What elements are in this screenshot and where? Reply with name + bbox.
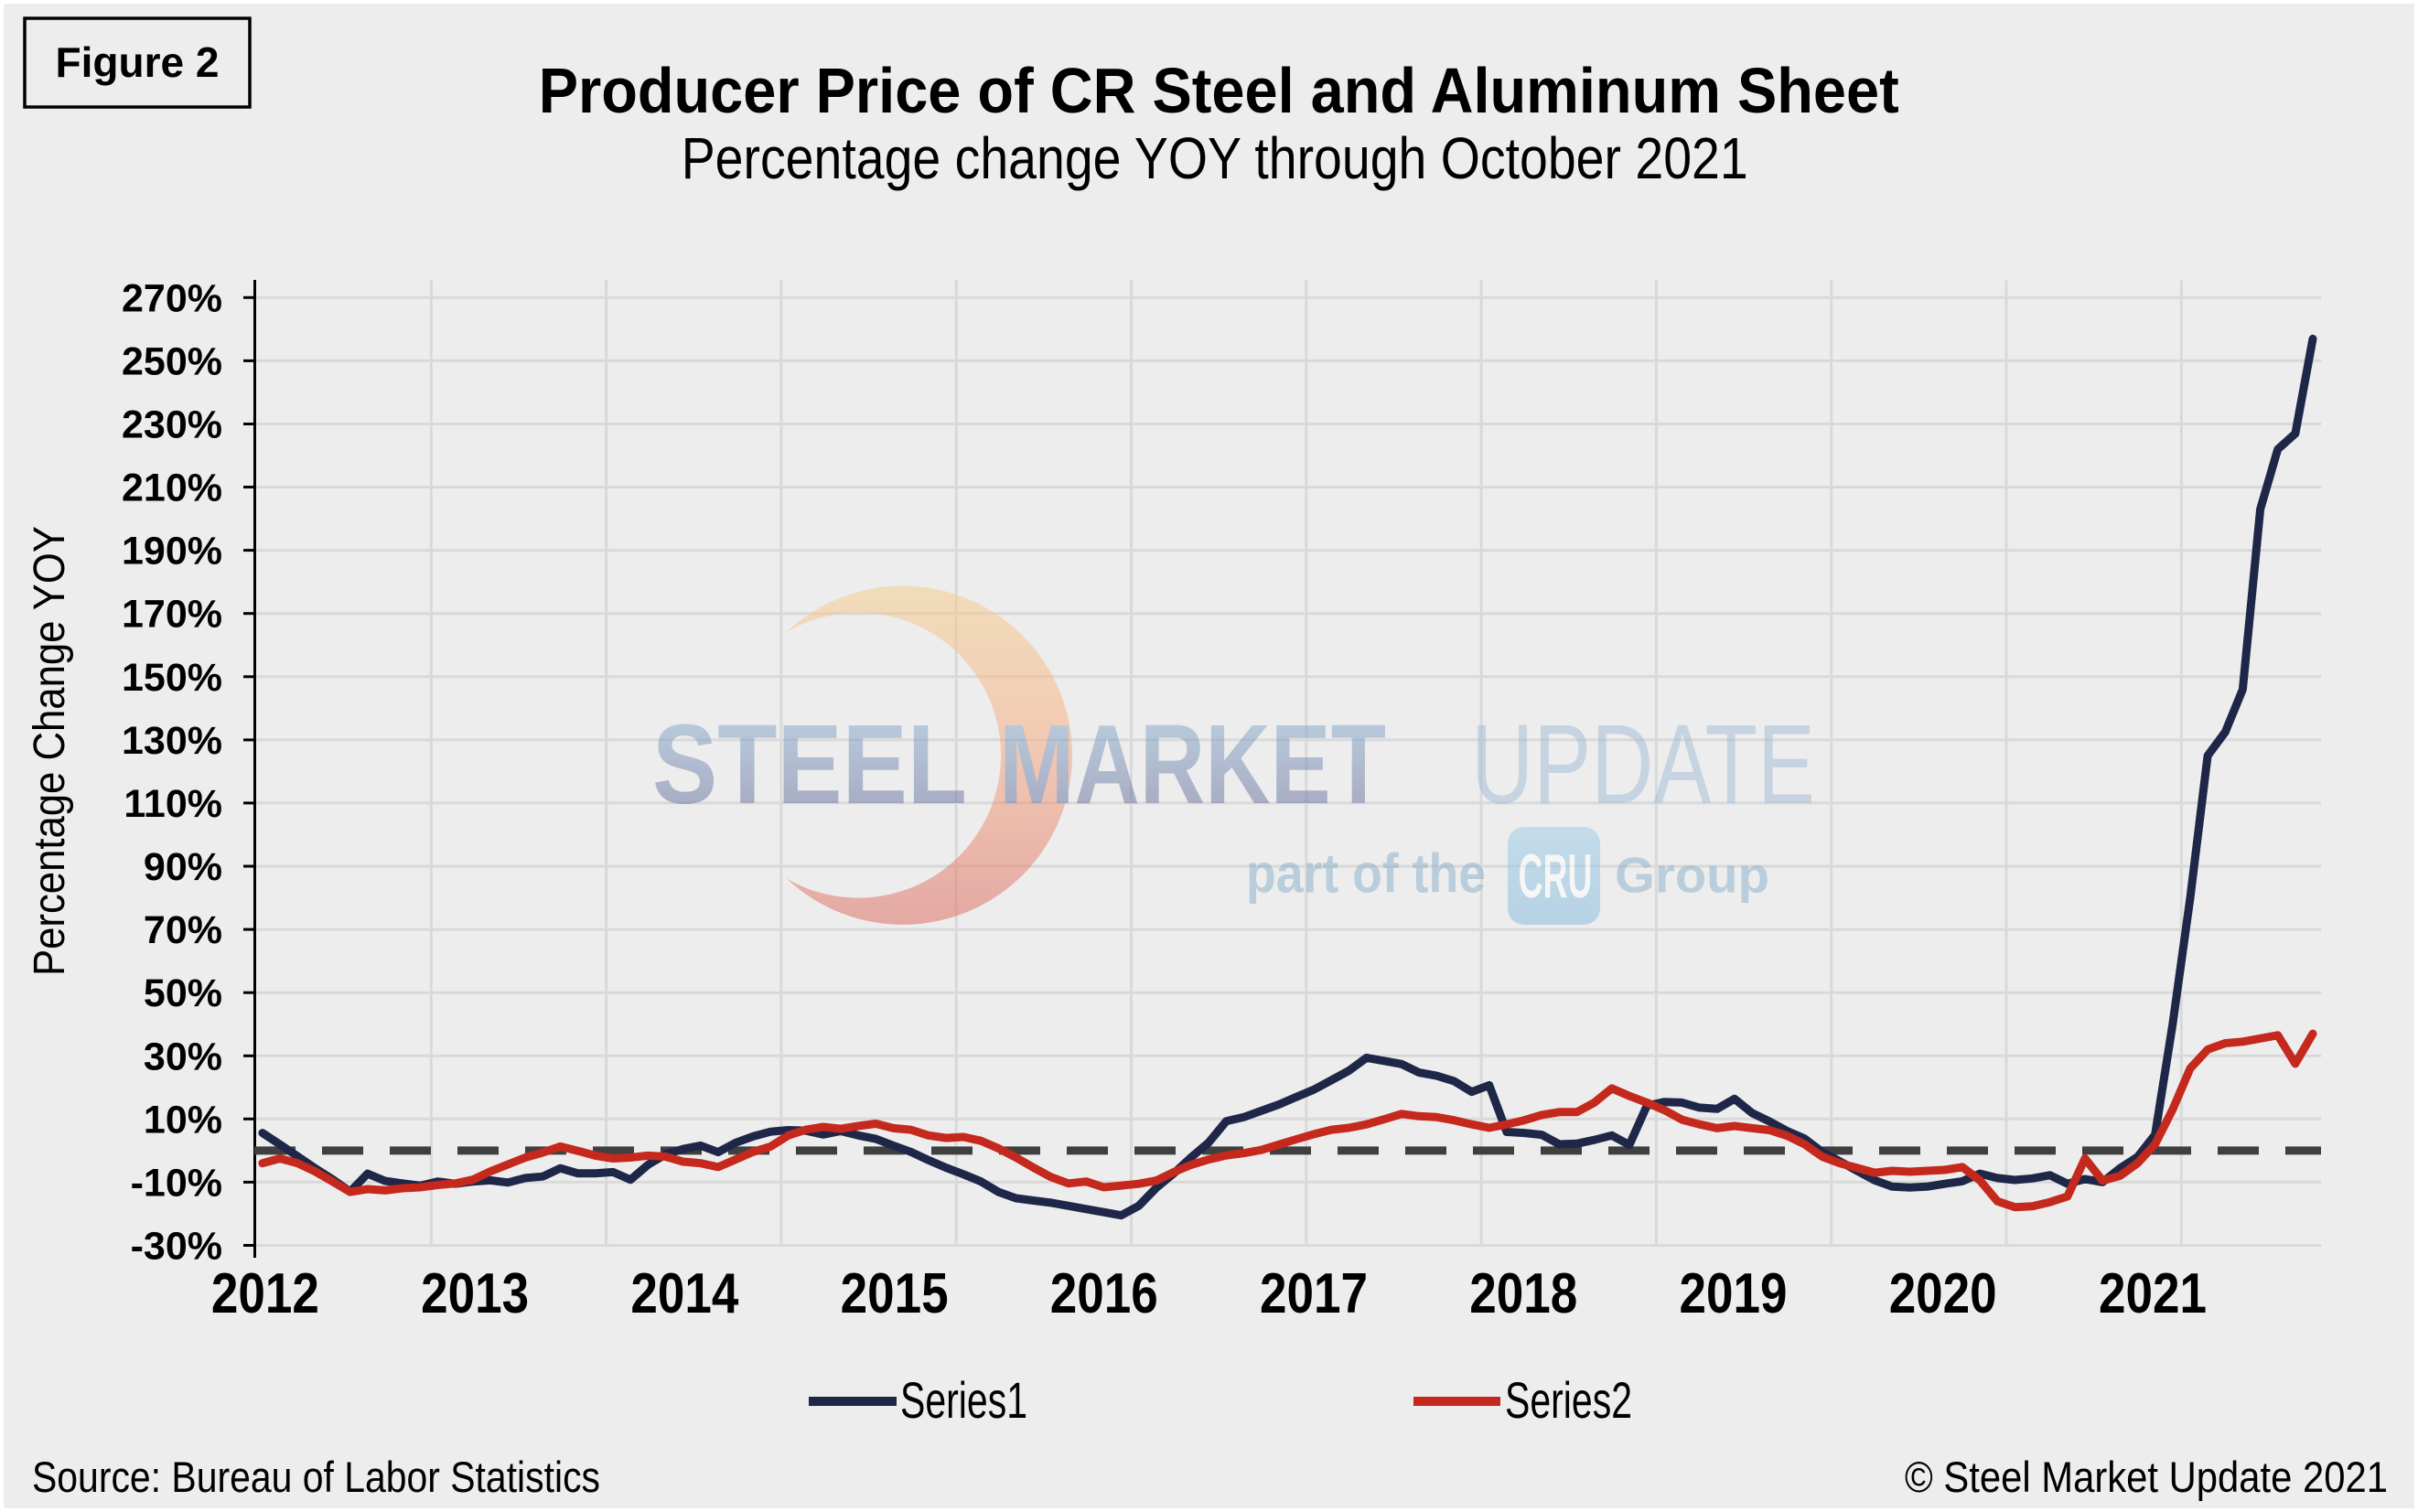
svg-text:250%: 250% bbox=[122, 339, 222, 383]
svg-text:190%: 190% bbox=[122, 530, 222, 574]
svg-text:2016: 2016 bbox=[1050, 1262, 1158, 1325]
svg-text:Percentage Change YOY: Percentage Change YOY bbox=[26, 526, 74, 976]
svg-text:2021: 2021 bbox=[2099, 1262, 2207, 1325]
svg-text:170%: 170% bbox=[122, 593, 222, 637]
svg-text:2014: 2014 bbox=[630, 1262, 738, 1325]
svg-text:10%: 10% bbox=[144, 1098, 222, 1142]
svg-text:© Steel Market Update 2021: © Steel Market Update 2021 bbox=[1905, 1453, 2388, 1501]
svg-text:150%: 150% bbox=[122, 656, 222, 700]
svg-text:230%: 230% bbox=[122, 403, 222, 447]
svg-text:50%: 50% bbox=[144, 971, 222, 1015]
svg-text:2017: 2017 bbox=[1260, 1262, 1368, 1325]
svg-text:CRU: CRU bbox=[1518, 841, 1592, 911]
svg-text:2012: 2012 bbox=[211, 1262, 319, 1325]
svg-text:Group: Group bbox=[1615, 847, 1769, 904]
svg-text:270%: 270% bbox=[122, 276, 222, 320]
svg-text:130%: 130% bbox=[122, 719, 222, 763]
svg-text:STEEL: STEEL bbox=[652, 702, 967, 828]
svg-text:30%: 30% bbox=[144, 1035, 222, 1078]
svg-text:Source: Bureau of Labor Statis: Source: Bureau of Labor Statistics bbox=[32, 1453, 600, 1501]
svg-text:-10%: -10% bbox=[131, 1161, 222, 1205]
svg-text:Producer Price of CR Steel and: Producer Price of CR Steel and Aluminum … bbox=[539, 55, 1899, 126]
svg-text:2020: 2020 bbox=[1889, 1262, 1997, 1325]
svg-text:2019: 2019 bbox=[1680, 1262, 1788, 1325]
svg-text:2018: 2018 bbox=[1469, 1262, 1577, 1325]
svg-text:110%: 110% bbox=[124, 782, 222, 826]
svg-text:Figure 2: Figure 2 bbox=[56, 38, 220, 86]
svg-text:UPDATE: UPDATE bbox=[1471, 702, 1815, 828]
svg-text:2013: 2013 bbox=[421, 1262, 529, 1325]
svg-text:2015: 2015 bbox=[841, 1262, 949, 1325]
svg-text:MARKET: MARKET bbox=[999, 702, 1386, 828]
svg-text:70%: 70% bbox=[144, 908, 222, 952]
svg-text:-30%: -30% bbox=[131, 1225, 222, 1269]
svg-text:210%: 210% bbox=[122, 466, 222, 510]
svg-text:Series2: Series2 bbox=[1505, 1371, 1632, 1429]
svg-text:90%: 90% bbox=[144, 845, 222, 889]
svg-text:part of the: part of the bbox=[1246, 843, 1486, 905]
svg-text:Percentage change YOY through: Percentage change YOY through October 20… bbox=[682, 125, 1748, 191]
svg-text:Series1: Series1 bbox=[900, 1371, 1027, 1429]
